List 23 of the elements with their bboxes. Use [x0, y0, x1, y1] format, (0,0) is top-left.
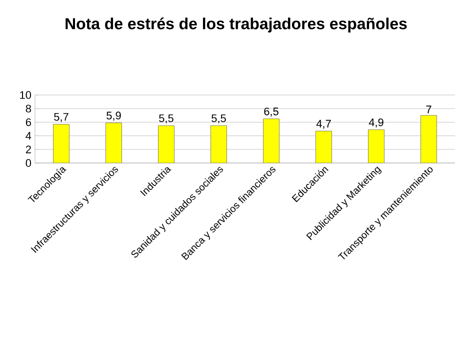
bar [210, 125, 227, 163]
y-tick-label: 8 [26, 104, 31, 112]
data-label: 5,9 [106, 112, 121, 121]
data-label: 5,5 [212, 114, 226, 124]
bar [420, 115, 437, 163]
y-tick-label: 0 [26, 159, 32, 167]
data-label: 4,9 [368, 118, 384, 128]
data-label: 5,5 [159, 114, 174, 124]
y-tick-label: 6 [26, 118, 31, 126]
bar [316, 130, 332, 163]
bar [158, 125, 174, 163]
data-label: 4,7 [316, 120, 331, 129]
bar [106, 122, 122, 163]
data-label: 6,5 [264, 108, 278, 117]
data-label: 5,7 [54, 113, 68, 122]
bar [53, 124, 70, 163]
y-tick-label: 4 [26, 132, 32, 140]
y-tick-label: 2 [26, 146, 31, 154]
y-tick-label: 10 [20, 91, 32, 99]
chart-title: Nota de estrés de los trabajadores españoles [66, 18, 407, 32]
data-label: 7 [426, 106, 432, 114]
bar [368, 129, 384, 163]
bar [263, 118, 280, 163]
